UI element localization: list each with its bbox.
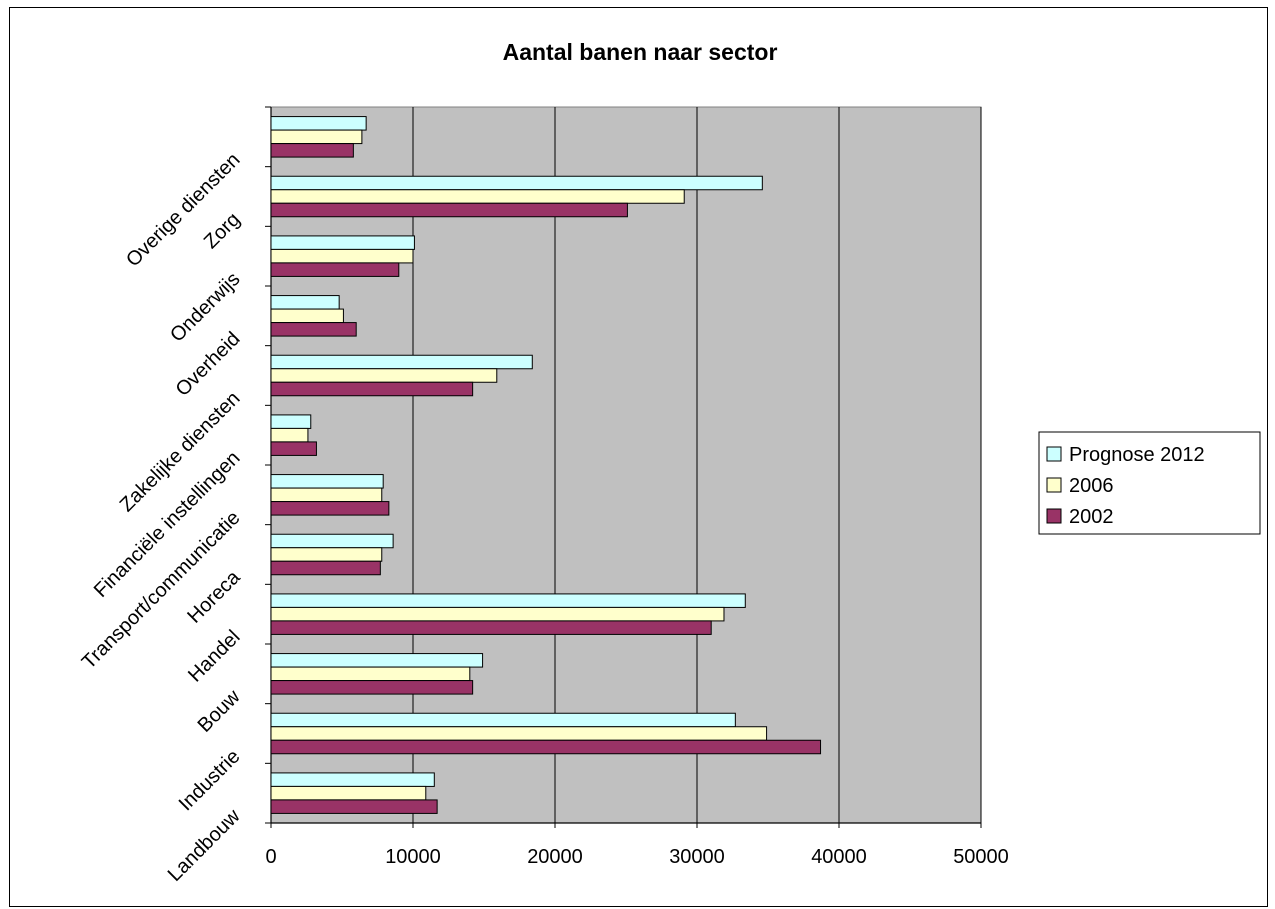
bar [270,368,498,383]
bar [270,726,768,741]
bar [270,620,712,635]
bar [270,785,427,801]
bar [270,381,474,397]
x-tick-label: 30000 [669,846,725,868]
bar [270,799,438,814]
category-label: Industrie [175,745,245,815]
legend-label: 2002 [1069,506,1114,528]
bar [270,414,312,429]
bar [270,474,384,489]
bar [270,189,685,204]
category-label: Handel [184,626,244,686]
bar [270,772,435,787]
y-axis-categories: LandbouwIndustrieBouwHandelHorecaTranspo… [78,149,245,886]
bar [270,501,390,516]
bar [270,129,363,145]
bar [270,739,822,755]
bar [270,712,736,728]
bar [270,248,414,264]
legend-box [1038,431,1261,535]
bar [270,235,415,250]
legend-swatch [1046,477,1062,493]
bar [270,322,357,337]
bar [270,487,383,503]
bar [270,441,317,456]
bar [270,666,471,682]
x-tick-label: 50000 [953,846,1009,868]
bar [270,116,367,131]
legend-label: 2006 [1069,475,1114,497]
bar [270,202,628,218]
x-tick-label: 0 [265,846,276,868]
plot-area [265,106,982,824]
legend-swatch [1046,446,1062,462]
x-tick-label: 20000 [527,846,583,868]
legend-label: Prognose 2012 [1069,444,1205,466]
x-axis-ticks: 0 10000 20000 30000 40000 50000 [265,823,1009,868]
plot-background [270,106,982,824]
x-tick-label: 10000 [385,846,441,868]
x-tick-label: 40000 [811,846,867,868]
bar [270,593,746,608]
bar [270,427,309,443]
legend: Prognose 2012 2006 2002 [1038,431,1261,535]
bar [270,680,474,695]
bar [270,533,394,549]
bar [270,308,344,324]
bar [270,547,383,562]
category-label: Landbouw [164,805,245,886]
category-label: Horeca [183,566,245,628]
bar [270,354,533,370]
bar [270,295,340,310]
category-label: Zorg [200,208,245,253]
bar [270,560,381,576]
legend-swatch [1046,508,1062,524]
chart-title: Aantal banen naar sector [503,39,778,65]
bar [270,653,484,668]
bar [270,262,400,277]
category-label: Bouw [194,685,245,736]
bar [270,143,354,158]
bar [270,175,763,191]
bar [270,606,725,622]
